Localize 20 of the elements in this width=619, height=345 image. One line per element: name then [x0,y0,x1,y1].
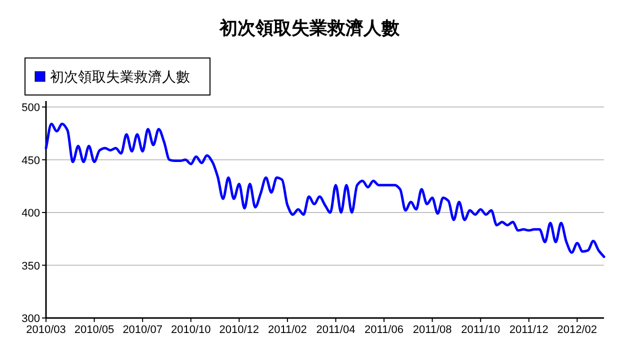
x-tick-label: 2011/08 [412,324,452,336]
y-tick-label: 450 [22,154,40,167]
legend-label: 初次領取失業救濟人數 [50,68,190,84]
x-tick-label: 2010/10 [170,324,211,336]
x-tick-label: 2011/06 [364,324,404,336]
x-tick-label: 2011/12 [509,324,548,336]
y-tick-label: 350 [22,260,40,272]
y-tick-label: 300 [22,313,40,325]
x-tick-label: 2010/12 [219,324,260,336]
y-tick-label: 500 [22,102,40,114]
x-tick-label: 2012/02 [557,324,598,336]
x-tick-label: 2010/07 [122,324,162,336]
legend: 初次領取失業救濟人數 [24,58,210,96]
chart-title: 初次領取失業救濟人數 [218,18,400,38]
x-tick-label: 2011/10 [461,324,500,336]
y-tick-label: 400 [22,208,40,220]
x-tick-label: 2010/03 [26,324,66,336]
x-tick-label: 2011/04 [316,324,356,336]
x-tick-label: 2011/02 [268,324,307,336]
x-tick-label: 2010/05 [74,324,114,336]
